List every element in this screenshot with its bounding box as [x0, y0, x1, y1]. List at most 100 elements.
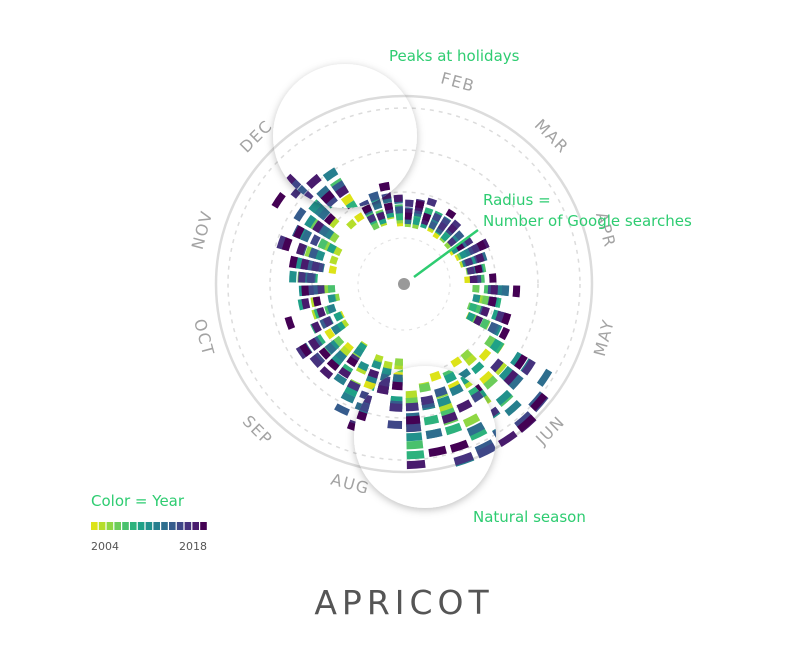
- bar-segment: [328, 339, 340, 352]
- bar-segment: [367, 368, 380, 379]
- bar-segment: [330, 324, 342, 335]
- lens-bar-segment: [389, 403, 403, 412]
- bar-segment: [514, 354, 528, 370]
- bar-segment: [405, 199, 414, 208]
- lens-bar-segment: [318, 274, 327, 283]
- lens-bar-segment: [453, 452, 474, 466]
- month-label-oct: OCT: [190, 317, 218, 359]
- bar-segment: [335, 321, 346, 332]
- legend-swatch: [137, 522, 145, 530]
- bar-segment: [293, 225, 305, 239]
- bar-segment: [445, 208, 457, 220]
- bar-segment: [323, 213, 336, 226]
- bar-segment: [464, 354, 477, 366]
- lens-bar-segment: [340, 193, 354, 206]
- lens-bar-segment: [438, 401, 454, 414]
- dashed-ring-core: [357, 237, 451, 331]
- bar-segment: [395, 213, 403, 221]
- lens-bar-segment: [406, 423, 422, 433]
- bar-segment: [346, 218, 357, 230]
- bar-segment: [460, 349, 473, 361]
- bar-segment: [314, 204, 327, 218]
- bar-segment: [300, 229, 313, 243]
- bar-segment: [404, 212, 413, 220]
- bar-segment: [510, 351, 524, 367]
- lens-bar-segment: [429, 370, 442, 382]
- lens-bar-segment: [368, 191, 380, 202]
- bar-segment: [346, 356, 358, 368]
- month-label-feb: FEB: [439, 68, 478, 95]
- lens-bar-segment: [425, 428, 443, 440]
- bar-segment: [276, 235, 288, 250]
- lens-bar-segment: [322, 167, 339, 182]
- bar-segment: [472, 285, 480, 293]
- lens-bar-segment: [331, 180, 346, 194]
- bar-segment: [357, 361, 370, 372]
- bar-segment: [299, 343, 312, 357]
- legend-swatch: [98, 522, 106, 530]
- lens-bar-segment: [406, 415, 421, 425]
- legend-swatch: [192, 522, 199, 530]
- bar-segment: [318, 224, 330, 237]
- bar-segment: [381, 367, 392, 376]
- lens-bar-segment: [324, 194, 338, 208]
- legend-swatch: [161, 522, 168, 530]
- bar-segment: [383, 360, 393, 370]
- lens-bar-segment: [420, 395, 435, 406]
- bar-segment: [308, 337, 321, 351]
- lens-bar-segment: [466, 421, 485, 437]
- lens-bar-segment: [306, 173, 322, 189]
- lens-bar-segment: [418, 382, 431, 393]
- bar-segment: [440, 232, 450, 242]
- annotation-holidays: Peaks at holidays: [389, 47, 520, 65]
- bar-segment: [464, 257, 474, 267]
- bar-segment: [308, 247, 319, 259]
- lens-bar-segment: [406, 432, 423, 442]
- bar-segment: [536, 368, 553, 387]
- bar-segment: [323, 227, 334, 240]
- lens-bar-segment: [436, 395, 452, 408]
- lens-bar-segment: [449, 439, 469, 453]
- bar-segment: [315, 250, 326, 261]
- bar-segment: [530, 392, 548, 412]
- legend-swatch: [122, 522, 129, 530]
- bar-segment: [326, 304, 336, 314]
- legend-start-label: 2004: [91, 540, 119, 553]
- lens-bar-segment: [405, 390, 418, 400]
- legend-swatch: [200, 522, 207, 530]
- bar-segment: [312, 296, 322, 307]
- bar-segment: [333, 373, 348, 386]
- bar-segment: [422, 212, 432, 222]
- bar-segment: [476, 240, 487, 251]
- bar-segment: [353, 346, 364, 357]
- lens-bar-segment: [324, 275, 332, 283]
- bar-segment: [317, 285, 325, 295]
- bar-segment: [338, 367, 352, 379]
- bar-segment: [503, 369, 519, 386]
- bar-segment: [342, 342, 354, 353]
- bar-segment: [383, 202, 393, 211]
- bar-segment: [356, 342, 367, 353]
- bar-segment: [301, 285, 310, 296]
- bar-segment: [317, 238, 328, 250]
- lens-ring: [354, 366, 496, 474]
- bar-segment: [295, 345, 309, 360]
- bar-segment: [394, 358, 403, 366]
- bar-segment: [312, 220, 324, 233]
- bar-segment: [309, 354, 323, 368]
- bar-segment: [300, 258, 310, 270]
- bar-segment: [328, 265, 337, 274]
- bar-segment: [474, 264, 483, 274]
- lens-bar-segment: [405, 402, 419, 412]
- bar-segment: [480, 306, 490, 317]
- lens-bar-segment: [406, 450, 425, 460]
- bar-segment: [432, 212, 442, 223]
- bar-segment: [326, 243, 337, 254]
- lens-bar-segment: [378, 181, 391, 192]
- bar-segment: [330, 354, 343, 367]
- bar-segment: [469, 275, 477, 283]
- legend-swatch: [114, 522, 121, 530]
- bar-segment: [339, 345, 351, 357]
- bar-segment: [466, 312, 476, 322]
